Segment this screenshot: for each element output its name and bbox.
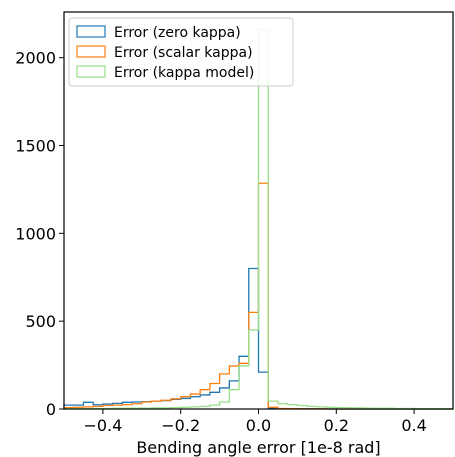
- x-tick-label: −0.2: [161, 416, 200, 435]
- y-tick-label: 1000: [15, 224, 56, 243]
- y-tick-label: 0: [46, 400, 56, 419]
- legend-box: [68, 17, 294, 87]
- x-tick-label: 0.2: [324, 416, 349, 435]
- y-tick-label: 500: [25, 312, 56, 331]
- y-tick-label: 1500: [15, 137, 56, 156]
- x-tick-label: −0.4: [83, 416, 122, 435]
- y-tick-label: 2000: [15, 49, 56, 68]
- legend-label: Error (scalar kappa): [114, 45, 253, 61]
- ticks-layer: −0.4 −0.2 0.0 0.2 0.4 0 500 1000 1500 2000: [15, 49, 427, 435]
- legend-swatch: [76, 25, 106, 38]
- x-tick-label: 0.4: [401, 416, 426, 435]
- x-tick-label: 0.0: [246, 416, 271, 435]
- x-axis-label: Bending angle error [1e-8 rad]: [136, 438, 380, 457]
- legend-swatch: [76, 45, 106, 58]
- legend-swatch: [76, 65, 106, 78]
- legend-label: Error (kappa model): [114, 65, 254, 81]
- legend-label: Error (zero kappa): [114, 25, 241, 41]
- legend: Error (zero kappa) Error (scalar kappa) Er…: [68, 17, 294, 87]
